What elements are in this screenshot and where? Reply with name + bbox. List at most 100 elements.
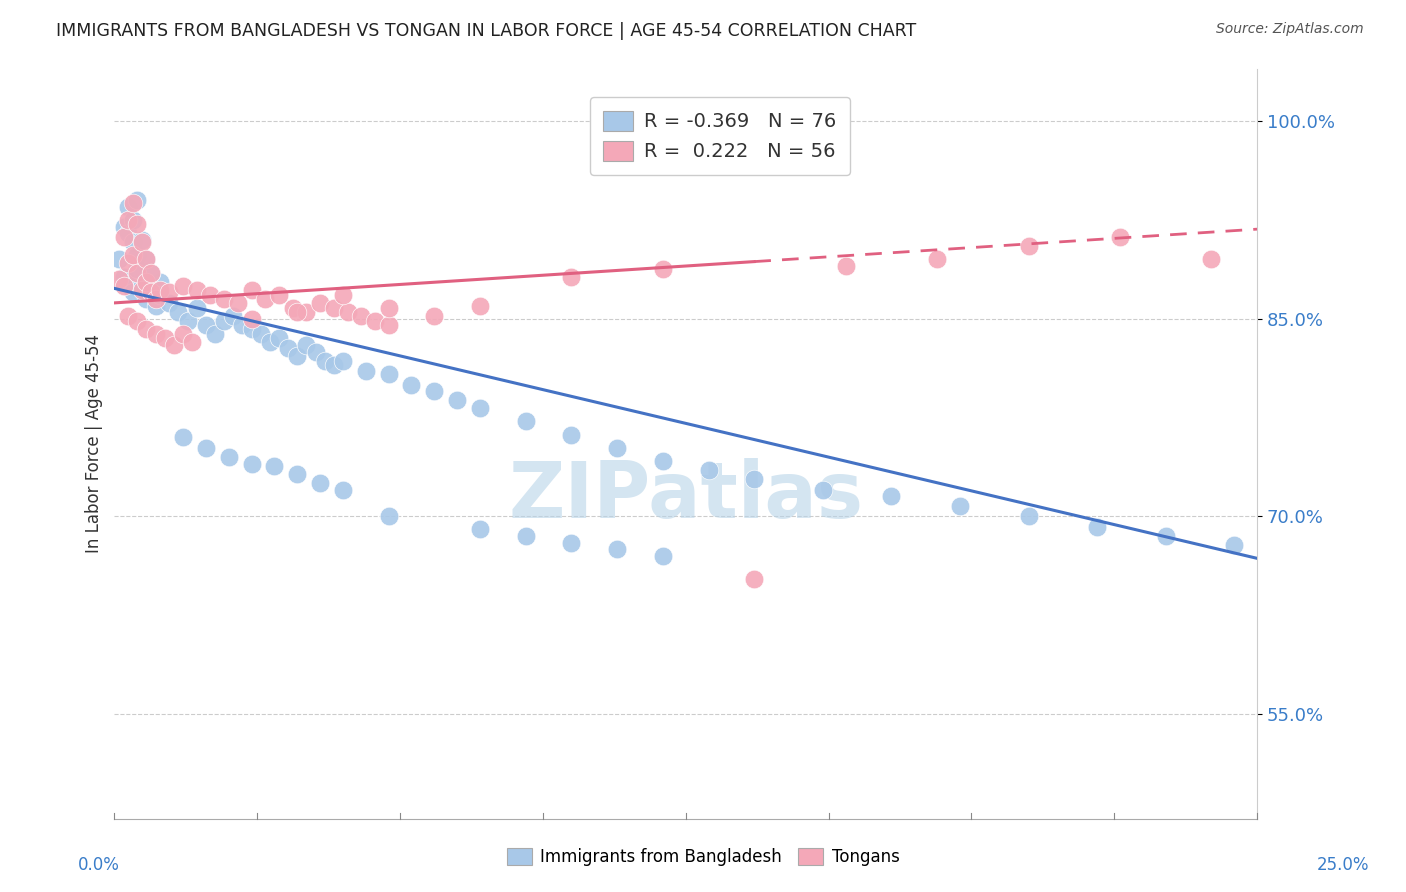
Point (240, 283, 263, 297)
Point (127, 261, 149, 276)
Point (112, 219, 135, 234)
Point (194, 441, 217, 455)
Point (1223, 538, 1246, 552)
Point (263, 459, 285, 474)
Point (194, 318, 217, 333)
Point (176, 314, 198, 328)
Point (218, 450, 240, 464)
Point (468, 522, 491, 536)
Point (401, 377, 423, 392)
Point (295, 338, 318, 352)
Point (927, 252, 949, 267)
Legend: Immigrants from Bangladesh, Tongans: Immigrants from Bangladesh, Tongans (501, 841, 905, 873)
Point (139, 283, 162, 297)
Point (651, 454, 673, 468)
Point (149, 283, 172, 297)
Point (267, 331, 290, 345)
Point (226, 296, 249, 310)
Point (212, 292, 235, 306)
Point (112, 269, 135, 284)
Point (1018, 509, 1040, 524)
Point (1018, 239, 1040, 253)
Point (364, 314, 387, 328)
Point (127, 217, 149, 231)
Point (377, 318, 399, 333)
Legend: R = -0.369   N = 76, R =  0.222   N = 56: R = -0.369 N = 76, R = 0.222 N = 56 (591, 97, 851, 175)
Point (121, 213, 143, 227)
Point (377, 509, 399, 524)
Point (1085, 519, 1108, 533)
Point (139, 266, 162, 280)
Point (834, 259, 856, 273)
Point (281, 301, 304, 315)
Text: ZIPatlas: ZIPatlas (508, 458, 863, 534)
Point (172, 430, 194, 444)
Point (249, 327, 271, 342)
Point (606, 542, 628, 557)
Point (127, 248, 149, 262)
Point (267, 288, 290, 302)
Point (172, 278, 194, 293)
Point (304, 344, 326, 359)
Point (149, 275, 172, 289)
Point (117, 256, 139, 270)
Point (285, 305, 308, 319)
Point (131, 233, 153, 247)
Point (423, 384, 446, 398)
Point (231, 318, 253, 333)
Point (117, 226, 139, 240)
Point (200, 288, 222, 302)
Point (560, 269, 582, 284)
Point (309, 476, 332, 491)
Point (117, 277, 139, 292)
Point (468, 299, 491, 313)
Point (285, 349, 308, 363)
Point (377, 367, 399, 381)
Point (172, 327, 194, 342)
Point (651, 549, 673, 563)
Text: 25.0%: 25.0% (1316, 855, 1369, 873)
Point (240, 322, 263, 336)
Text: Source: ZipAtlas.com: Source: ZipAtlas.com (1216, 22, 1364, 37)
Point (254, 292, 277, 306)
Point (121, 248, 143, 262)
Point (117, 200, 139, 214)
Point (121, 285, 143, 300)
Point (135, 292, 157, 306)
Point (697, 463, 720, 477)
Point (742, 573, 765, 587)
Point (135, 275, 157, 289)
Point (157, 296, 180, 310)
Point (742, 472, 765, 486)
Point (139, 285, 162, 300)
Point (377, 301, 399, 315)
Point (423, 309, 446, 323)
Point (131, 278, 153, 293)
Point (1154, 529, 1177, 543)
Point (309, 296, 332, 310)
Point (186, 283, 208, 297)
Point (240, 311, 263, 326)
Point (135, 252, 157, 267)
Point (157, 285, 180, 300)
Point (354, 364, 377, 378)
Point (322, 301, 344, 315)
Point (117, 309, 139, 323)
Point (127, 266, 149, 280)
Point (240, 457, 263, 471)
Point (212, 314, 235, 328)
Point (811, 483, 834, 497)
Point (204, 327, 226, 342)
Point (515, 414, 537, 428)
Point (108, 252, 131, 267)
Point (117, 213, 139, 227)
Point (222, 309, 245, 323)
Point (468, 401, 491, 416)
Point (350, 309, 373, 323)
Point (127, 193, 149, 207)
Point (127, 314, 149, 328)
Point (135, 322, 157, 336)
Point (606, 441, 628, 455)
Point (108, 272, 131, 286)
Point (446, 393, 468, 408)
